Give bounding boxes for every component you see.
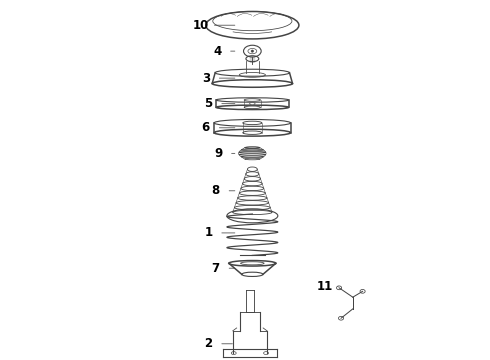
Ellipse shape — [251, 50, 254, 52]
Text: 1: 1 — [204, 226, 212, 239]
Ellipse shape — [249, 103, 255, 105]
Text: 11: 11 — [316, 280, 333, 293]
Text: 9: 9 — [214, 147, 222, 160]
Text: 2: 2 — [204, 337, 212, 350]
Text: 8: 8 — [212, 184, 220, 197]
Text: 4: 4 — [213, 45, 221, 58]
Text: 10: 10 — [193, 19, 209, 32]
Text: 7: 7 — [212, 262, 220, 275]
Text: 3: 3 — [202, 72, 210, 85]
Text: 6: 6 — [202, 121, 210, 134]
Text: 5: 5 — [204, 97, 212, 110]
